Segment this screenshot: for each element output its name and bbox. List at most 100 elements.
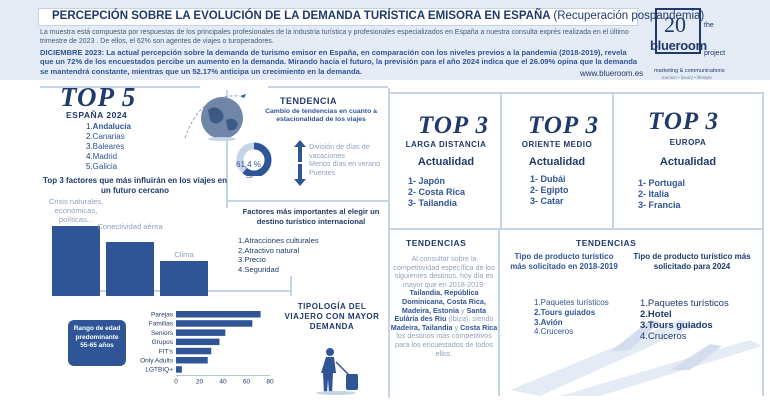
factor-bar	[52, 226, 100, 296]
tendencias-competitividad-title: TENDENCIAS	[406, 238, 467, 248]
product-2024-title: Tipo de producto turístico más solicitad…	[633, 252, 751, 271]
traveler-type-label: LGTBIQ+	[145, 367, 173, 374]
x-tick-label: 0	[174, 378, 178, 385]
percent-donut	[236, 142, 272, 176]
divider	[226, 200, 390, 202]
list-item: 2.Atractivo natural	[238, 245, 300, 255]
list-item: 1.Paquetes turísticos	[640, 298, 729, 309]
list-item: 1.Andalucía	[86, 122, 131, 131]
sample-note: La muestra está compuesta por respuestas…	[40, 29, 629, 45]
list-item: 2- Egipto	[530, 185, 569, 195]
x-tick-label: 20	[196, 378, 204, 385]
divider	[290, 276, 292, 296]
europa-actual: Actualidad	[659, 156, 717, 168]
logo-tagline-secondary: tourism • luxury • lifestyle	[662, 75, 712, 80]
list-item: 1- Japón	[408, 176, 446, 186]
traveler-type-bar	[176, 338, 220, 346]
x-tick-label: 60	[243, 378, 251, 385]
list-item: 3.Precio	[238, 255, 266, 264]
logo-the: the	[704, 22, 714, 29]
up-down-arrows-icon	[294, 140, 306, 186]
list-item: 2.Hotel	[640, 309, 672, 320]
logo-tagline: marketing & communications	[654, 68, 725, 74]
list-item: 1- Dubái	[530, 174, 566, 184]
traveler-type-bar	[176, 366, 182, 373]
x-tick-label: 40	[219, 378, 227, 385]
oriente-title: TOP 3	[528, 112, 599, 139]
oriente-actual: Actualidad	[528, 156, 586, 168]
divider	[612, 92, 614, 230]
list-item: 3.Baleares	[86, 142, 125, 151]
traveler-type-bar	[176, 357, 208, 364]
tendencias-competitividad-text: Al consultar sobre la competitividad esp…	[390, 254, 498, 358]
website-link[interactable]: www.blueroom.es	[580, 69, 644, 78]
page-title: PERCEPCIÓN SOBRE LA EVOLUCIÓN DE LA DEMA…	[52, 10, 705, 22]
oriente-subtitle: ORIENTE MEDIO	[521, 140, 593, 149]
list-item: 4.Cruceros	[640, 331, 687, 342]
top5-list: 1.Andalucía 2.Canarias 3.Baleares 4.Madr…	[86, 122, 131, 172]
list-item: 1- Portugal	[638, 178, 686, 188]
traveler-type-chart: Parejas Familias Seniors Grupos FIT's Only Ad…	[140, 311, 274, 385]
traveler-type-bar	[176, 347, 212, 355]
product-2019-title: Tipo de producto turístico más solicitad…	[510, 252, 618, 271]
age-value: 55-65 años	[80, 342, 114, 349]
factor-bar-label: Crisis naturales, económicas, políticas.…	[48, 197, 104, 224]
tipologia-title: TIPOLOGÍA DEL VIAJERO CON MAYOR DEMANDA	[284, 302, 380, 331]
list-item: 3.Avión	[534, 317, 563, 327]
divider	[762, 92, 764, 396]
larga-actual: Actualidad	[417, 156, 475, 168]
logo-frame	[655, 8, 701, 54]
tendencia-yes: SÍ	[246, 171, 254, 180]
divider	[226, 90, 228, 208]
list-item: 1.Paquetes turísticos	[534, 298, 609, 307]
product-2019-list: 1.Paquetes turísticos 2.Tours guiados 3.…	[534, 298, 624, 337]
traveler-type-label: FIT's	[159, 348, 174, 355]
divider	[498, 228, 500, 396]
age-badge: Rango de edad predominante 55-65 años	[68, 320, 126, 366]
divider	[40, 86, 200, 88]
tendencia-title: TENDENCIA	[280, 96, 338, 106]
traveler-type-bar	[176, 329, 226, 336]
larga-subtitle: LARGA DISTANCIA	[405, 140, 487, 149]
top5-title: TOP 5	[60, 82, 137, 112]
summary-text: DICIEMBRE 2023: La actual percepción sob…	[40, 48, 638, 76]
factor-bar	[106, 242, 154, 296]
logo-project: project	[704, 50, 726, 57]
factor-bar	[160, 261, 208, 296]
traveler-type-bar	[176, 311, 261, 318]
traveler-type-bar	[176, 320, 253, 327]
europa-list: 1- Portugal 2- Italia 3- Francia	[638, 178, 685, 211]
oriente-list: 1- Dubái 2- Egipto 3- Catar	[530, 174, 569, 207]
divider	[388, 228, 764, 230]
top5-subtitle: ESPAÑA 2024	[66, 110, 128, 120]
divider	[268, 86, 388, 88]
traveler-icon	[316, 348, 358, 395]
list-item: 2- Italia	[638, 189, 670, 199]
factors2-list: 1.Atracciones culturales 2.Atractivo nat…	[238, 236, 319, 274]
factor-bar-label: Clima	[174, 250, 194, 259]
x-tick-label: 80	[266, 378, 274, 385]
flight-path-icon	[184, 94, 246, 139]
product-2024-list: 1.Paquetes turísticos 2.Hotel 3.Tours gu…	[640, 298, 740, 342]
traveler-type-label: Parejas	[151, 312, 174, 319]
list-item: 4.Madrid	[86, 152, 118, 161]
traveler-type-label: Grupos	[152, 339, 174, 346]
larga-title: TOP 3	[418, 112, 489, 139]
factor-bar-label: Conectividad aérea	[97, 222, 163, 232]
list-item: División de días de vacaciones	[309, 142, 370, 160]
tendencia-subtitle: Cambio de tendencias en cuanto a estacio…	[265, 108, 377, 123]
globe-icon	[201, 97, 243, 141]
logo-number: 20	[664, 12, 686, 37]
list-item: 1.Atracciones culturales	[238, 236, 319, 245]
list-item: Menos días en verano	[309, 159, 381, 168]
traveler-type-label: Only Adults	[140, 358, 174, 365]
list-item: 2.Canarias	[86, 132, 125, 141]
divider	[388, 88, 390, 398]
divider	[500, 92, 502, 230]
age-label: Rango de edad predominante	[73, 325, 121, 341]
logo-name: blueroom	[650, 38, 707, 53]
airplanes-illustration	[510, 320, 762, 396]
tendencia-percent: 61,4 %	[236, 160, 261, 169]
list-item: 3- Francia	[638, 200, 681, 210]
factors2-title: Factores más importantes al elegir un de…	[242, 207, 380, 226]
